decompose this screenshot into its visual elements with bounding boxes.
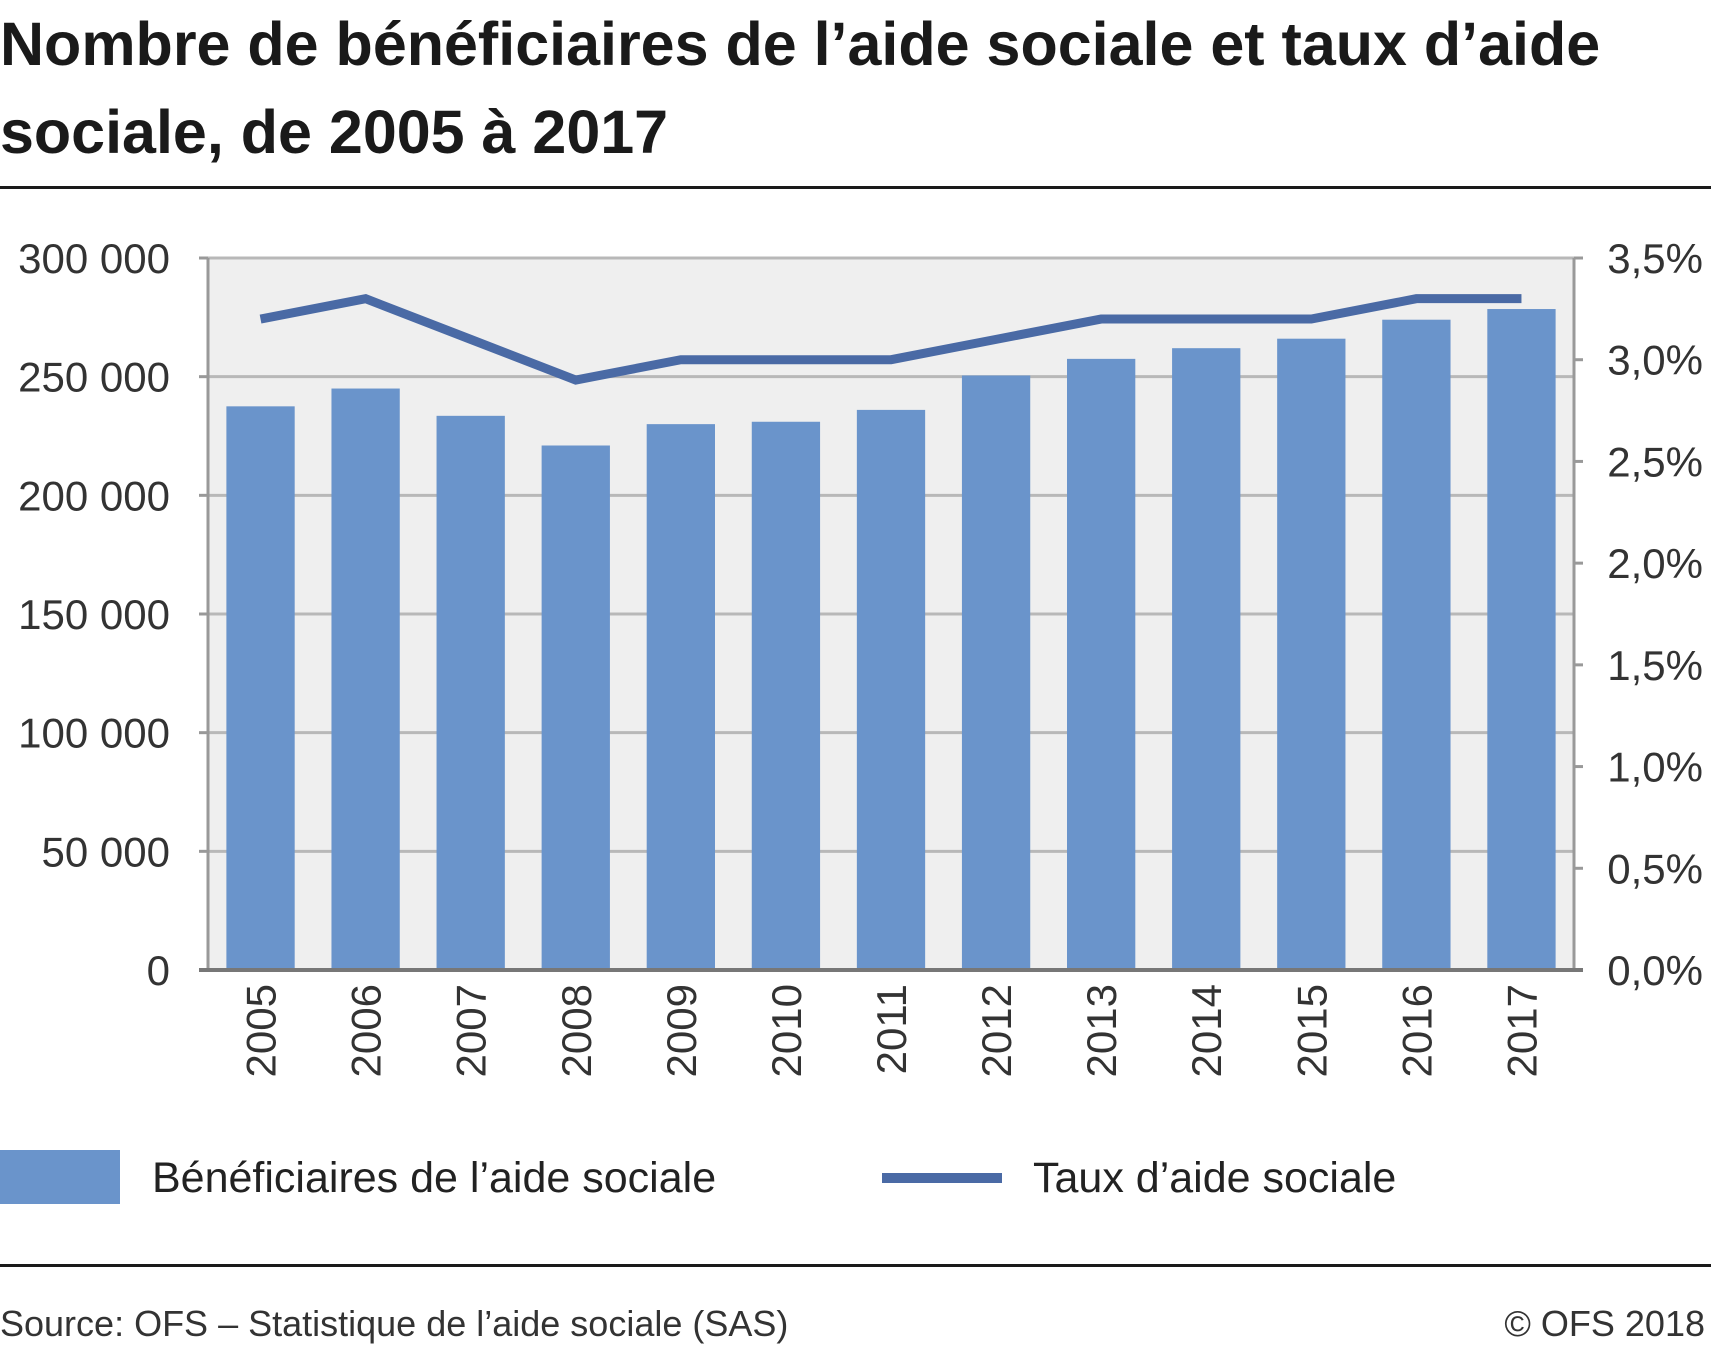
line-series (259, 294, 1522, 385)
y-right-tick-label: 1,5% (1607, 642, 1703, 689)
rate-line (259, 294, 1522, 385)
x-tick-label: 2017 (1498, 984, 1545, 1077)
x-tick-label: 2015 (1288, 984, 1335, 1077)
bar-2009 (646, 424, 715, 971)
y-right-tick-label: 3,5% (1607, 235, 1703, 282)
y-right-tick-label: 1,0% (1607, 744, 1703, 791)
x-tick-label: 2009 (658, 984, 705, 1077)
bar-2007 (436, 415, 505, 970)
y-left-tick-label: 0 (147, 947, 170, 994)
bar-2010 (751, 421, 821, 970)
footer-divider (0, 1264, 1711, 1267)
bar-2017 (1487, 309, 1556, 970)
y-right-tick-label: 3,0% (1607, 337, 1703, 384)
bars-series (226, 309, 1556, 971)
chart-title: Nombre de bénéficiaires de l’aide social… (0, 10, 1601, 166)
y-right-tick-label: 0,5% (1607, 845, 1703, 892)
bar-2011 (856, 409, 926, 971)
legend-bars-swatch (0, 1150, 120, 1204)
title-divider (0, 186, 1711, 189)
y-left-tick-label: 200 000 (18, 472, 170, 519)
legend-line-swatch (882, 1173, 1002, 1183)
bar-2008 (541, 445, 610, 970)
y-left-tick-label: 300 000 (18, 235, 170, 282)
x-axis-labels: 2005 2006 2007 2008 2009 2010 2011 2012 2013 2014… (238, 984, 1546, 1077)
bar-2013 (1067, 358, 1136, 970)
legend-line-label: Taux d’aide sociale (1033, 1154, 1397, 1202)
y-right-tick-label: 2,0% (1607, 540, 1703, 587)
x-tick-label: 2016 (1393, 984, 1440, 1077)
y-axis-left-labels: 0 50 000 100 000 150 000 200 000 250 000 300 0… (18, 235, 170, 994)
source-note: Source: OFS – Statistique de l’aide soci… (0, 1303, 789, 1344)
bar-2015 (1277, 338, 1346, 970)
bar-2014 (1172, 348, 1241, 971)
bar-2005 (226, 406, 295, 970)
x-tick-label: 2014 (1183, 984, 1230, 1077)
x-tick-label: 2012 (973, 984, 1020, 1077)
x-tick-label: 2005 (238, 984, 285, 1077)
x-tick-label: 2007 (448, 984, 495, 1077)
y-left-tick-label: 100 000 (18, 710, 170, 757)
y-axis-right-labels: 0,0% 0,5% 1,0% 1,5% 2,0% 2,5% 3,0% 3,5% (1607, 235, 1703, 994)
axes (199, 258, 1583, 972)
bar-2012 (961, 375, 1031, 971)
x-tick-label: 2006 (343, 984, 390, 1077)
bar-2016 (1382, 319, 1451, 970)
legend-bars-label: Bénéficiaires de l’aide sociale (152, 1154, 717, 1202)
x-tick-label: 2008 (553, 984, 600, 1077)
bar-2006 (331, 388, 400, 970)
copyright-note: © OFS 2018 (1504, 1303, 1705, 1344)
x-tick-label: 2010 (763, 984, 810, 1077)
y-left-tick-label: 50 000 (42, 828, 170, 875)
x-tick-label: 2011 (868, 984, 915, 1074)
y-left-tick-label: 150 000 (18, 591, 170, 638)
y-right-tick-label: 0,0% (1607, 947, 1703, 994)
y-left-tick-label: 250 000 (18, 354, 170, 401)
x-tick-label: 2013 (1078, 984, 1125, 1077)
chart-area: 0 50 000 100 000 150 000 200 000 250 000 300 0… (18, 235, 1703, 1077)
y-right-tick-label: 2,5% (1607, 438, 1703, 485)
